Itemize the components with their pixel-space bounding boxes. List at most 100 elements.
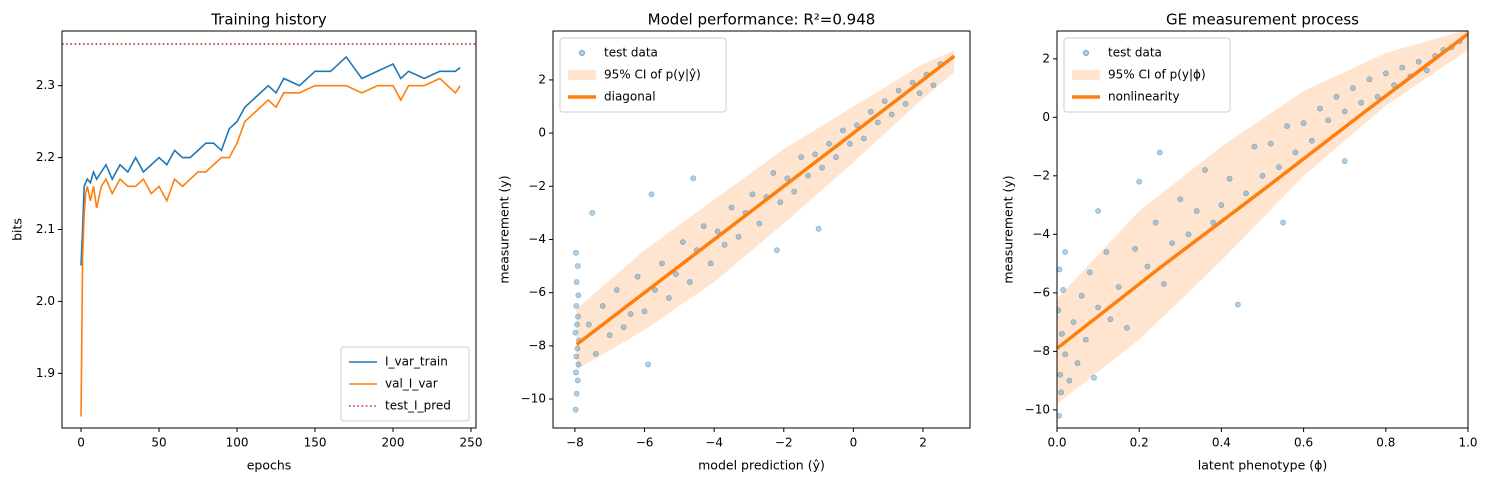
line-series [80, 55, 461, 266]
data-point [573, 353, 580, 360]
data-point [592, 350, 599, 357]
data-point [1341, 158, 1348, 165]
data-point [1292, 149, 1299, 156]
data-point [1185, 231, 1192, 238]
data-point [573, 279, 580, 285]
legend-marker [578, 49, 586, 57]
data-point [700, 223, 707, 230]
x-tick-label: −4 [705, 436, 723, 450]
y-tick-label: 2.0 [36, 294, 55, 308]
line-series [575, 54, 956, 346]
data-point [1062, 351, 1069, 358]
data-point [1193, 208, 1200, 214]
data-point [770, 170, 777, 176]
data-point [1066, 377, 1073, 384]
data-point [1160, 281, 1167, 287]
data-point [599, 303, 606, 309]
data-point [1062, 248, 1069, 255]
data-point [1074, 360, 1081, 366]
axes-frame [61, 30, 477, 429]
line-series [80, 77, 461, 417]
data-point [575, 292, 582, 299]
data-point [1060, 287, 1067, 293]
data-point [585, 321, 592, 328]
data-point [1284, 123, 1291, 129]
data-point [1078, 292, 1085, 299]
data-point [1057, 307, 1062, 314]
data-point [853, 122, 860, 129]
data-point [1317, 105, 1323, 112]
data-point [1177, 196, 1184, 203]
data-point [634, 273, 641, 280]
data-point [1057, 412, 1062, 419]
data-point [666, 295, 672, 301]
x-tick-label: 0.8 [1376, 436, 1395, 450]
x-tick-label: 100 [226, 436, 249, 450]
legend-label: test data [1108, 46, 1162, 60]
data-point [1234, 301, 1241, 308]
data-point [1218, 202, 1225, 208]
y-tick-label: −10 [521, 392, 546, 406]
data-point [930, 82, 937, 89]
data-point [735, 233, 742, 240]
y-tick-label: 2 [1042, 51, 1050, 65]
x-tick-label: 0.0 [1047, 436, 1066, 450]
legend-label: test data [604, 46, 658, 60]
data-point [606, 332, 613, 339]
y-tick-label: −6 [1032, 285, 1050, 299]
data-point [645, 361, 651, 368]
data-point [1341, 108, 1348, 115]
data-point [1095, 208, 1101, 214]
chart-title: Model performance: R²=0.948 [648, 11, 876, 29]
plot-area [62, 43, 476, 417]
legend-label: test_I_pred [385, 399, 451, 413]
y-axis-label: bits [10, 218, 25, 241]
legend-label: nonlinearity [1108, 90, 1180, 104]
axes-frame [552, 30, 971, 429]
data-point [867, 108, 874, 115]
line-series [1057, 32, 1468, 350]
data-point [815, 225, 822, 232]
y-tick-label: −2 [1032, 168, 1050, 182]
legend-box [1063, 37, 1231, 113]
x-tick-label: 0.6 [1294, 436, 1313, 450]
data-point [1424, 67, 1430, 74]
y-tick-label: 2.2 [36, 150, 55, 164]
data-point [791, 188, 798, 195]
x-tick-label: 1.0 [1458, 436, 1477, 450]
data-point [721, 241, 728, 248]
y-tick-label: 2.3 [36, 78, 55, 92]
legend-label: I_var_train [385, 355, 448, 369]
data-point [1415, 58, 1422, 65]
x-axis-label: epochs [247, 458, 292, 473]
data-point [1226, 175, 1233, 182]
data-point [1058, 389, 1065, 396]
data-point [909, 79, 916, 86]
x-tick-label: 0.2 [1130, 436, 1149, 450]
data-point [690, 175, 697, 182]
data-point [1152, 219, 1159, 226]
data-point [641, 308, 648, 315]
data-point [679, 239, 686, 246]
ci-band [1057, 31, 1468, 405]
data-point [1300, 120, 1307, 127]
data-point [1123, 325, 1130, 331]
axes-frame [1056, 30, 1469, 429]
data-point [574, 345, 581, 352]
y-tick-label: 0 [1042, 110, 1050, 124]
data-point [798, 154, 805, 160]
data-point [620, 324, 627, 331]
data-point [1399, 64, 1406, 71]
data-point [805, 172, 812, 179]
data-point [1280, 219, 1286, 226]
data-point [728, 204, 735, 211]
data-point [1202, 167, 1208, 173]
plot-area [572, 50, 956, 413]
data-point [819, 164, 825, 171]
data-point [1259, 172, 1266, 179]
data-point [573, 369, 579, 376]
legend-label: 95% CI of p(y|ŷ) [604, 68, 701, 82]
x-tick-label: 250 [460, 436, 483, 450]
data-point [574, 321, 580, 328]
data-point [1308, 137, 1315, 144]
